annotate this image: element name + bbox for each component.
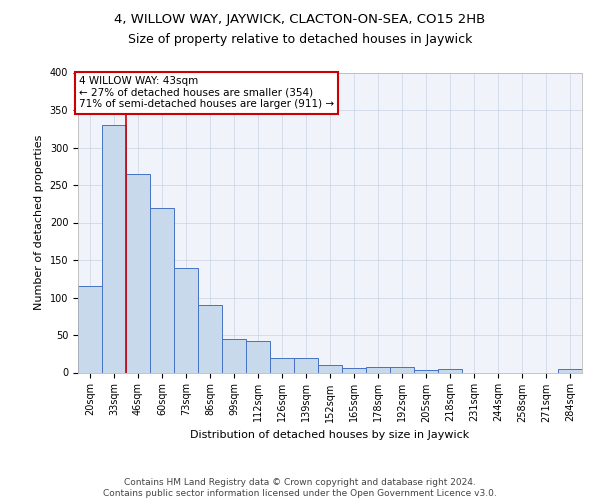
Bar <box>438 369 462 372</box>
Bar <box>126 174 150 372</box>
Text: 4, WILLOW WAY, JAYWICK, CLACTON-ON-SEA, CO15 2HB: 4, WILLOW WAY, JAYWICK, CLACTON-ON-SEA, … <box>115 12 485 26</box>
Bar <box>294 358 318 372</box>
Bar <box>366 367 390 372</box>
Bar <box>78 286 102 372</box>
Bar <box>270 358 294 372</box>
Text: Contains HM Land Registry data © Crown copyright and database right 2024.
Contai: Contains HM Land Registry data © Crown c… <box>103 478 497 498</box>
Bar <box>558 369 582 372</box>
Bar <box>150 208 174 372</box>
Bar <box>102 125 126 372</box>
Bar <box>222 339 246 372</box>
Bar <box>174 268 198 372</box>
Bar <box>342 368 366 372</box>
Text: 4 WILLOW WAY: 43sqm
← 27% of detached houses are smaller (354)
71% of semi-detac: 4 WILLOW WAY: 43sqm ← 27% of detached ho… <box>79 76 334 110</box>
Bar <box>390 366 414 372</box>
Y-axis label: Number of detached properties: Number of detached properties <box>34 135 44 310</box>
Bar <box>246 341 270 372</box>
Bar <box>198 305 222 372</box>
Text: Size of property relative to detached houses in Jaywick: Size of property relative to detached ho… <box>128 32 472 46</box>
Bar <box>318 365 342 372</box>
X-axis label: Distribution of detached houses by size in Jaywick: Distribution of detached houses by size … <box>190 430 470 440</box>
Bar <box>414 370 438 372</box>
